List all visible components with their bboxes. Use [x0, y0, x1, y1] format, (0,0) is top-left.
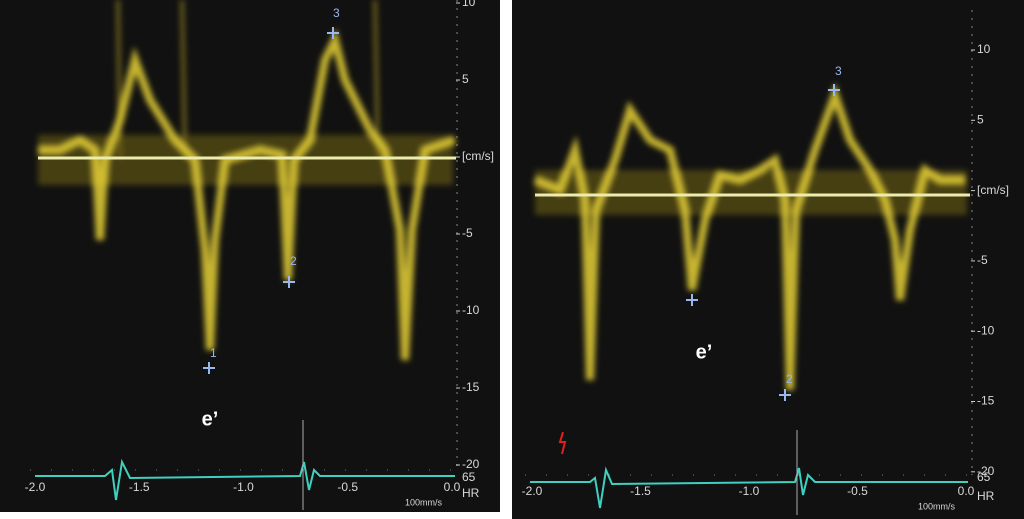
marker-label: 2 — [290, 254, 297, 268]
marker-cross — [828, 84, 840, 96]
doppler-spectrum — [38, 0, 457, 361]
sweep: 100mm/s — [918, 501, 956, 511]
marker-label: 3 — [835, 64, 842, 78]
y-tick-label: 5 — [977, 112, 984, 126]
y-tick-label: -5 — [977, 253, 988, 267]
sweep: 100mm/s — [405, 497, 443, 507]
y-tick-label: -15 — [977, 394, 995, 408]
annotation: e’ — [696, 341, 713, 363]
x-tick-label: -2.0 — [25, 480, 46, 494]
y-tick-label: 10 — [462, 0, 476, 9]
annotation: e’ — [202, 408, 219, 430]
left-panel: 65 HR 100mm/s 1 2 3 e’ 10 5 [cm/s] -5 -10 -15… — [0, 0, 500, 512]
hr-label: HR — [462, 486, 480, 500]
marker-label: 3 — [333, 6, 340, 20]
marker-cross — [779, 389, 791, 401]
y-tick-label: -20 — [977, 464, 995, 478]
x-tick-label: -1.5 — [630, 484, 651, 498]
marker-label: 1 — [210, 346, 217, 360]
marker-label: 2 — [786, 372, 793, 386]
doppler-spectrum — [533, 82, 967, 391]
x-tick-label: -1.0 — [739, 484, 760, 498]
x-tick-label: -1.5 — [129, 480, 150, 494]
y-tick-label: 10 — [977, 42, 991, 56]
x-tick-label: 0.0 — [444, 480, 461, 494]
y-tick-label: [cm/s] — [977, 183, 1009, 197]
trigger-icon — [558, 431, 567, 455]
hr-value: 65 — [462, 470, 476, 484]
y-tick-label: -20 — [462, 457, 480, 471]
y-tick-label: 5 — [462, 72, 469, 86]
right-panel: 65 HR 100mm/s 2 3 e’ 10 5 [cm/s] -5 -10 -15 -2… — [512, 0, 1024, 519]
x-tick-label: -1.0 — [233, 480, 254, 494]
y-tick-label: -15 — [462, 380, 480, 394]
x-tick-label: 0.0 — [958, 484, 975, 498]
y-tick-label: -5 — [462, 226, 473, 240]
labels: 65 HR 100mm/s 1 2 3 e’ 10 5 [cm/s] -5 -10 -15… — [25, 0, 494, 507]
y-tick-label: [cm/s] — [462, 149, 494, 163]
panel-bg — [0, 0, 500, 512]
ecg-trace — [530, 466, 968, 509]
marker-cross — [203, 362, 215, 374]
x-tick-label: -0.5 — [847, 484, 868, 498]
y-tick-label: -10 — [462, 303, 480, 317]
marker-cross — [327, 27, 339, 39]
marker-cross — [283, 276, 295, 288]
y-tick-label: -10 — [977, 323, 995, 337]
labels: 65 HR 100mm/s 2 3 e’ 10 5 [cm/s] -5 -10 -15 -2… — [522, 42, 1009, 511]
hr-value: 65 — [977, 470, 991, 484]
hr-label: HR — [977, 489, 995, 503]
marker-cross — [686, 294, 698, 306]
x-tick-label: -0.5 — [337, 480, 358, 494]
ecg-trace — [35, 458, 455, 501]
x-tick-label: -2.0 — [522, 484, 543, 498]
